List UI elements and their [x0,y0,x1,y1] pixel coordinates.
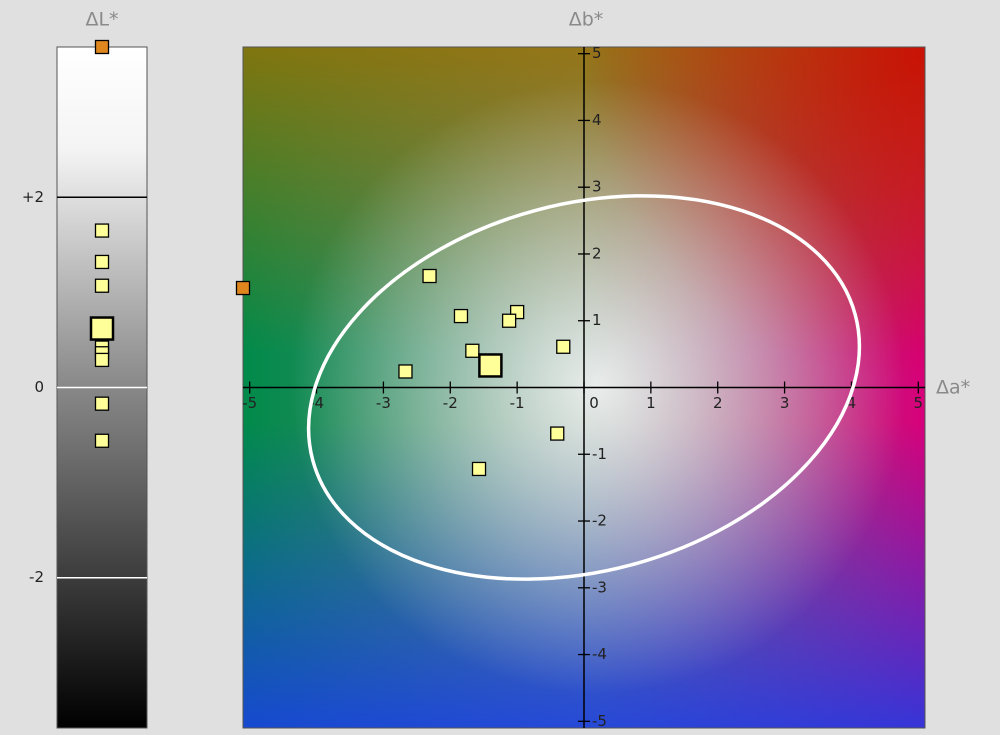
y-tick-label: -4 [592,645,607,663]
y-tick-label: -1 [592,445,607,463]
x-axis-label: Δa* [936,377,970,399]
color-point [478,353,503,378]
y-tick-label: -3 [592,578,607,596]
x-tick-label: 4 [847,394,857,412]
x-tick-label: -5 [242,394,257,412]
y-tick-label: 2 [592,244,602,262]
lightness-point [94,396,110,411]
strip-tick-label: -2 [29,568,44,586]
x-tick-label: -2 [443,394,458,412]
x-tick-label: 0 [589,394,599,412]
color-point [398,364,413,379]
y-tick-label: -5 [592,712,607,730]
tolerance-ellipse [306,194,862,581]
color-point [550,426,565,441]
strip-tick-label: 0 [34,378,44,396]
x-tick-label: 5 [914,394,924,412]
lightness-point [94,254,110,270]
color-point [556,339,571,354]
color-point [422,268,437,284]
color-point [465,343,480,358]
strip-title: ΔL* [85,9,118,31]
x-tick-label: -1 [510,394,525,412]
lightness-point [94,223,110,238]
x-tick-label: -3 [376,394,391,412]
y-tick-label: 5 [592,44,602,62]
lightness-point [94,433,110,448]
color-point [501,313,517,328]
lightness-point [94,352,110,368]
y-tick-label: 3 [592,178,602,196]
x-tick-label: 2 [713,394,723,412]
y-tick-label: 4 [592,111,602,129]
color-point [235,280,251,296]
y-tick-label: -2 [592,512,607,530]
y-tick-label: 1 [592,311,602,329]
lightness-point [89,316,115,341]
x-tick-label: 3 [780,394,790,412]
color-point [471,461,487,477]
strip-tick-label: +2 [22,188,44,206]
x-tick-label: 1 [646,394,656,412]
lightness-point [94,278,110,293]
color-point [453,308,469,324]
lightness-point [94,39,110,55]
y-axis-label: Δb* [569,9,604,31]
